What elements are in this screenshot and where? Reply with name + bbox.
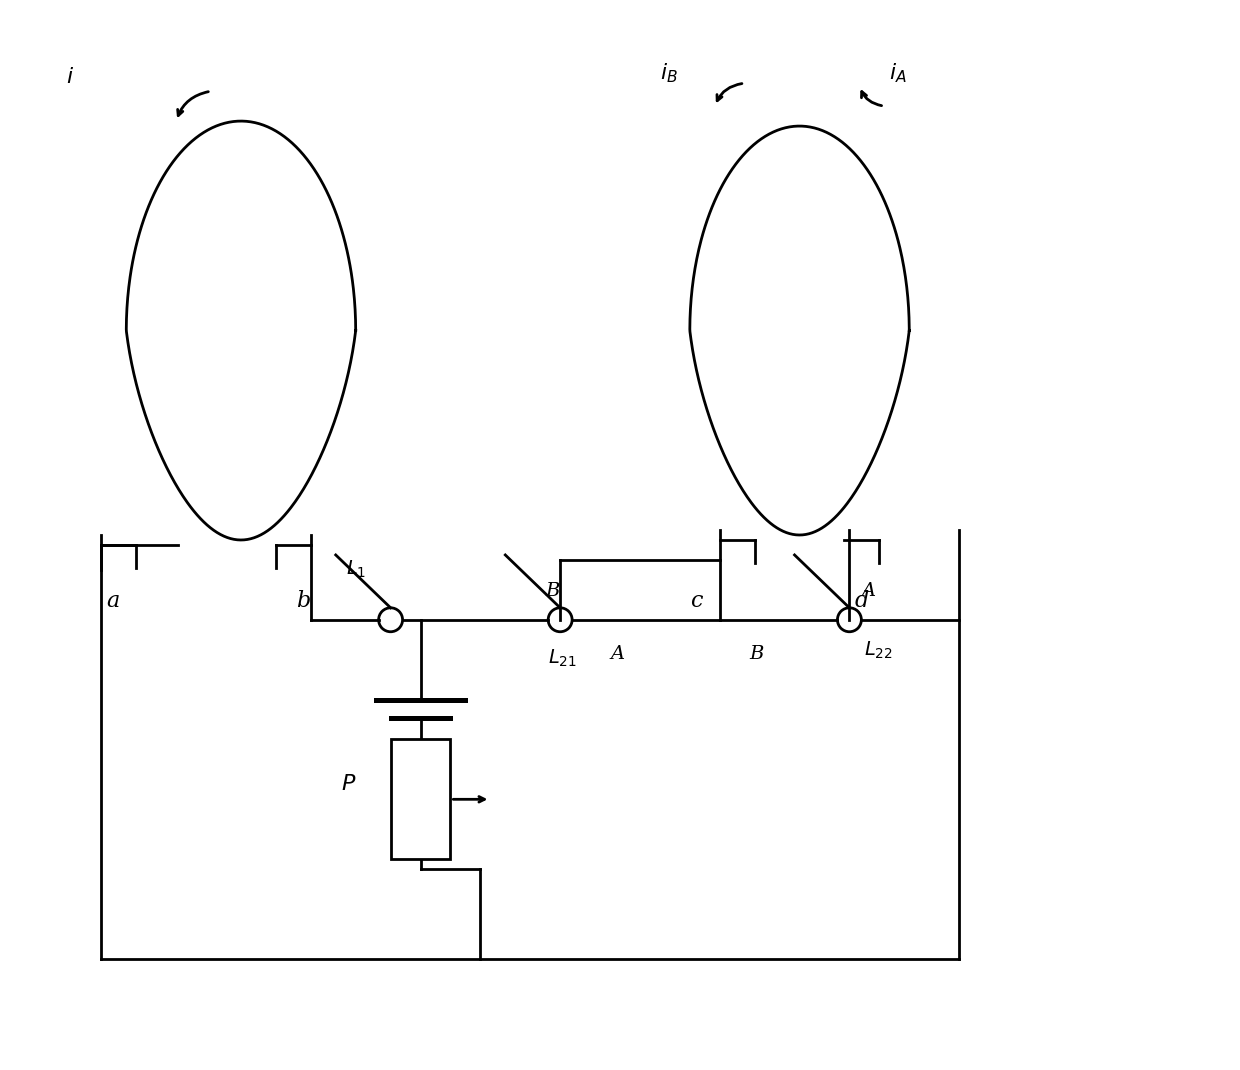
- Text: $i_A$: $i_A$: [889, 61, 906, 85]
- Text: d: d: [854, 590, 869, 612]
- Text: $L_1$: $L_1$: [346, 559, 366, 580]
- Text: $i_B$: $i_B$: [660, 61, 678, 85]
- Text: $L_{22}$: $L_{22}$: [864, 640, 893, 661]
- Text: $i$: $i$: [67, 66, 74, 88]
- Text: c: c: [689, 590, 702, 612]
- Bar: [391, 739, 450, 859]
- Text: B: B: [750, 645, 764, 662]
- Text: $P$: $P$: [341, 774, 356, 795]
- Text: $L_{21}$: $L_{21}$: [548, 647, 577, 669]
- Text: B: B: [546, 582, 559, 600]
- Text: A: A: [610, 645, 624, 662]
- Text: b: b: [296, 590, 310, 612]
- Text: a: a: [107, 590, 119, 612]
- Text: A: A: [862, 582, 875, 600]
